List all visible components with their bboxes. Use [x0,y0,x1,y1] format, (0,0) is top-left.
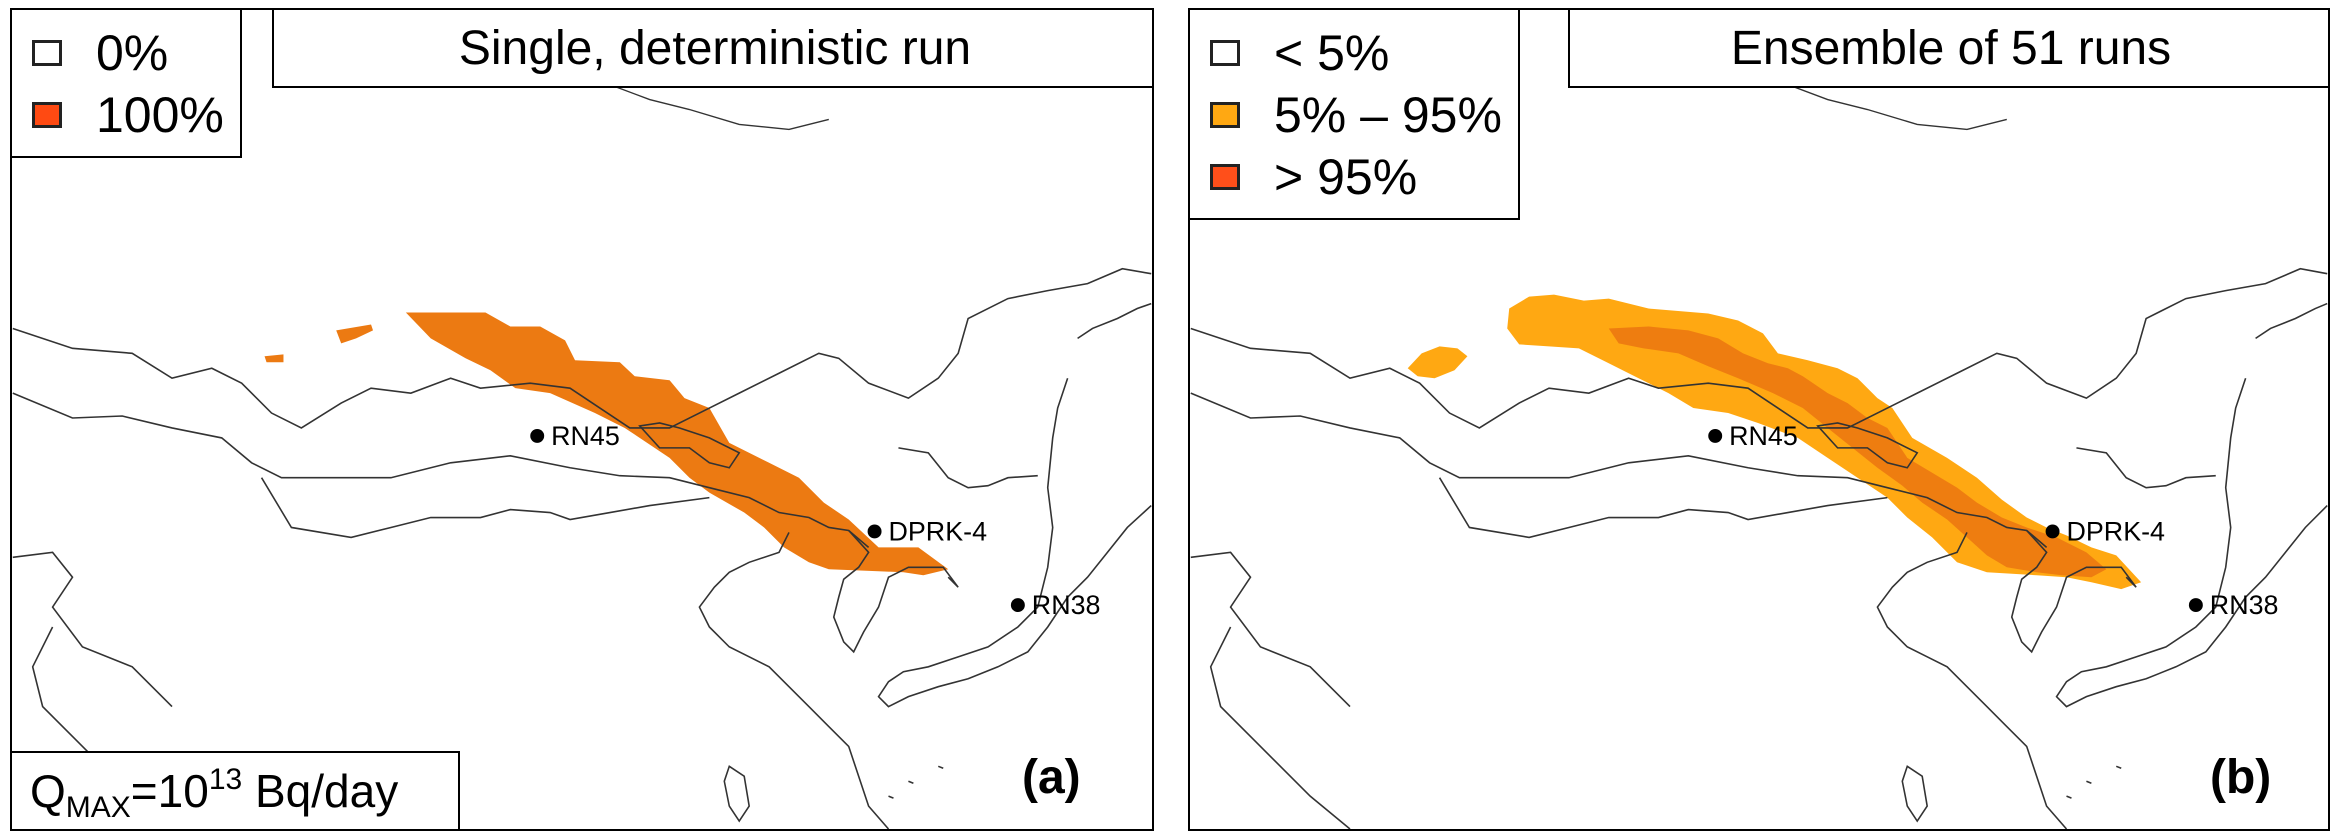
panel-b-label: (b) [2210,751,2272,804]
legend-label: 0% [96,25,169,81]
legend-label: 100% [96,87,224,143]
legend-label: 5% – 95% [1274,87,1502,143]
station-dprk4-label: DPRK-4 [889,516,988,546]
station-dprk4-dot [2045,524,2060,539]
q-unit: Bq/day [242,765,399,817]
plume-mid-fragment [1407,346,1468,379]
station-rn38-label: RN38 [1032,590,1101,620]
legend-swatch [1210,102,1240,128]
plume-single-run [264,312,949,576]
q-exponent: 13 [208,763,243,796]
station-rn45-label: RN45 [551,421,620,451]
map-b: RN45 DPRK-4 RN38 [1190,83,2328,829]
legend-swatch [32,40,62,66]
plume-fragment-2 [264,354,284,363]
legend-b: < 5% 5% – 95% > 95% [1190,10,1520,220]
plume-high-core [1608,326,2107,578]
q-symbol: Q [30,765,66,817]
stations-b: RN45 DPRK-4 RN38 [1708,421,2278,620]
map-a: RN45 DPRK-4 RN38 [12,83,1152,829]
panel-a-label: (a) [1022,751,1081,804]
plume-fragment-1 [336,324,374,344]
station-rn45-dot [530,428,545,443]
stations-a: RN45 DPRK-4 RN38 [530,421,1100,620]
coastlines-a [12,83,1152,829]
legend-b-row-0: < 5% [1210,22,1502,84]
legend-b-row-1: 5% – 95% [1210,84,1502,146]
station-rn38-label: RN38 [2210,590,2279,620]
station-rn45-label: RN45 [1729,421,1798,451]
plume-core [405,312,949,576]
legend-label: > 95% [1274,149,1418,205]
station-dprk4-label: DPRK-4 [2066,516,2165,546]
coastlines-b [1190,83,2328,829]
panel-b-ensemble: RN45 DPRK-4 RN38 < 5% 5% – 95% > 95% Ens… [1188,8,2330,831]
legend-swatch [1210,40,1240,66]
legend-label: < 5% [1274,25,1390,81]
legend-swatch [1210,164,1240,190]
legend-a: 0% 100% [12,10,242,158]
legend-swatch [32,102,62,128]
station-rn38-dot [2188,598,2203,613]
legend-b-row-2: > 95% [1210,146,1502,208]
station-rn45-dot [1708,428,1723,443]
plume-ensemble-high [1608,326,2107,578]
legend-a-row-0: 0% [32,22,224,84]
panel-a-single-run: RN45 DPRK-4 RN38 0% 100% Single, determi… [10,8,1154,831]
q-subscript: MAX [65,791,131,824]
panel-b-title: Ensemble of 51 runs [1568,10,2328,88]
q-max-label: QMAX=1013 Bq/day [12,751,460,829]
panel-a-title: Single, deterministic run [272,10,1152,88]
legend-a-row-1: 100% [32,84,224,146]
station-rn38-dot [1010,598,1025,613]
station-dprk4-dot [867,524,882,539]
q-equals: =10 [130,765,209,817]
